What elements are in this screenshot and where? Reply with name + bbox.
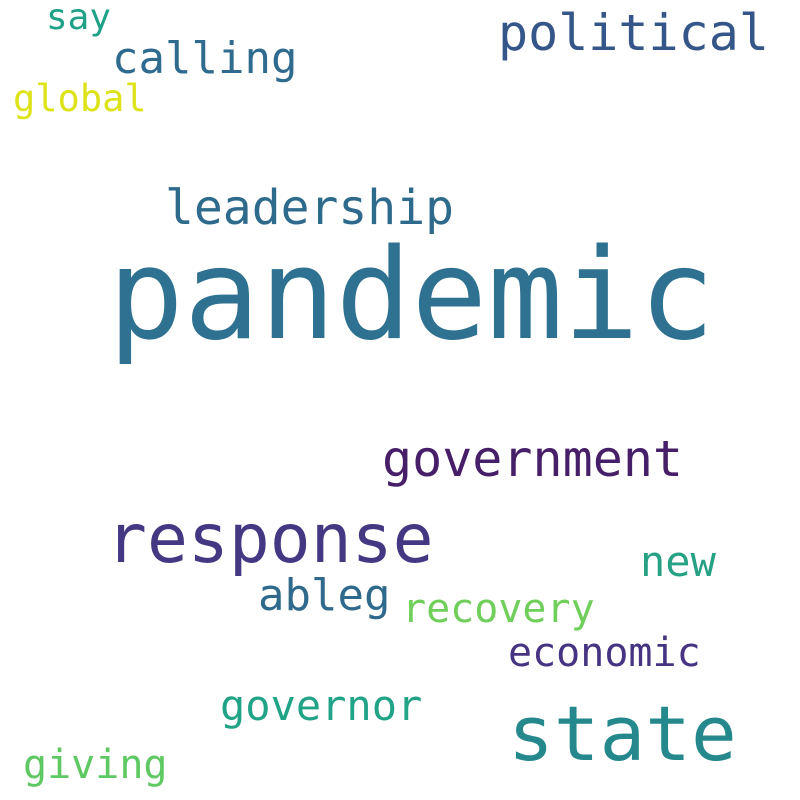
word-recovery: recovery bbox=[402, 586, 595, 632]
word-response: response bbox=[106, 500, 434, 579]
word-calling: calling bbox=[112, 33, 298, 84]
word-government: government bbox=[382, 430, 684, 488]
word-say: say bbox=[46, 0, 112, 38]
word-political: political bbox=[498, 4, 769, 62]
word-ableg: ableg bbox=[258, 570, 391, 621]
word-new: new bbox=[640, 537, 716, 586]
word-pandemic: pandemic bbox=[108, 221, 715, 368]
word-state: state bbox=[508, 689, 737, 778]
word-global: global bbox=[13, 77, 147, 120]
word-giving: giving bbox=[23, 742, 168, 788]
word-governor: governor bbox=[220, 681, 423, 730]
word-leadership: leadership bbox=[165, 180, 454, 236]
word-economic: economic bbox=[508, 630, 701, 676]
